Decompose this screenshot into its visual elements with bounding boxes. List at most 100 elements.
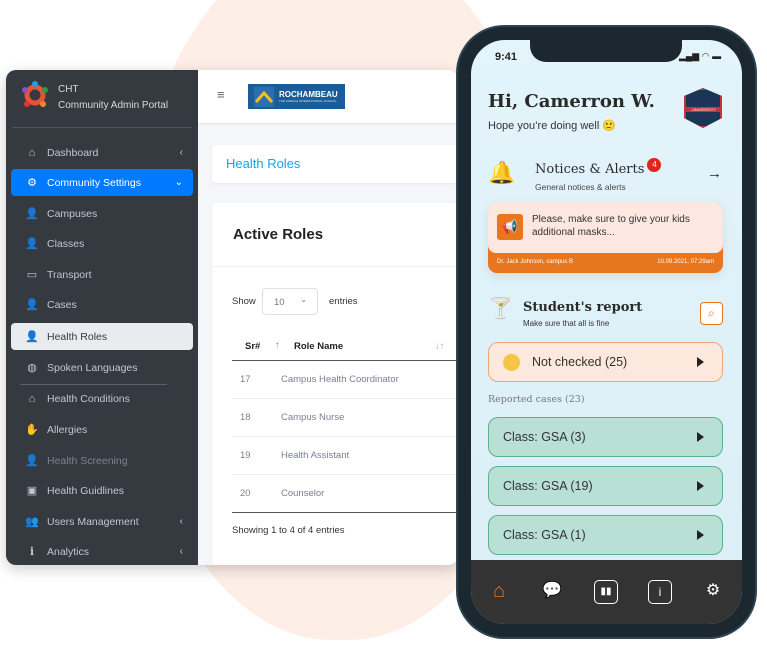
notices-title: Notices & Alerts [535,162,645,177]
megaphone-icon: 📢 [497,214,523,240]
cell-sr: 19 [240,450,251,461]
chevron-left-icon: ‹ [179,147,183,158]
chevron-down-icon: ⌄ [174,177,183,188]
user-gear-icon: 👤 [25,299,39,311]
label: Cases [47,298,77,311]
sidebar-item-analytics[interactable]: ℹ Analytics ‹ [11,538,193,565]
arrow-right-icon[interactable]: → [707,165,722,182]
notch [530,40,682,62]
sidebar-item-health-conditions[interactable]: ⌂ Health Conditions [11,385,193,412]
home-icon[interactable]: ⌂ [492,580,506,602]
label: Analytics [47,545,90,558]
cell-role-name: Health Assistant [281,450,350,461]
alert-date: 10.09.2021, 07:29am [657,259,714,265]
sidebar: CHT Community Admin Portal ⌂ Dashboard ‹ ⚙… [6,70,198,565]
phone-frame: 9:41 ▂▄▆ ◠ ▬ Hi, Camerron W. Hope you’re… [458,27,755,637]
sidebar-item-transport[interactable]: ▭ Transport [11,261,193,288]
brand-subtitle: Community Admin Portal [58,100,169,111]
report-subtitle: Make sure that all is fine [523,319,610,328]
case-item[interactable]: Class: GSA (19) [488,466,723,506]
sort-icon[interactable]: ↓↑ [435,341,445,352]
user-gear-icon: 👤 [25,238,39,250]
play-icon [697,357,704,367]
badge-text: UNIVERSITY [684,107,722,112]
users-gear-icon: 👥 [25,516,39,528]
notices-header: Notices & Alerts 4 [535,158,662,177]
home-icon: ⌂ [28,392,36,405]
table-row: 17 Campus Health Coordinator [232,361,458,399]
divider [212,266,458,267]
bell-icon: 🔔 [488,160,516,185]
alert-author: Dr. Jack Johnson, campus B [497,259,574,265]
sidebar-item-classes[interactable]: 👤 Classes [11,230,193,257]
cht-logo [20,80,50,110]
user-gear-icon: 👤 [25,331,39,343]
user-gear-icon: 👤 [25,208,39,220]
cell-sr: 17 [240,374,251,385]
not-checked-label: Not checked (25) [532,355,628,369]
sidebar-item-dashboard[interactable]: ⌂ Dashboard ‹ [11,139,193,166]
info-icon[interactable]: i [648,580,672,604]
sidebar-item-health-guidlines[interactable]: ▣ Health Guidlines [11,477,193,504]
page-title-card: Health Roles [212,145,458,183]
bus-icon: ▭ [26,269,38,281]
table-row: 20 Counselor [232,475,458,513]
label: Users Management [47,515,139,528]
settings-icon[interactable]: ⚙ [705,582,721,599]
divider [20,384,167,385]
label: Community Settings [47,176,141,189]
label: Health Screening [47,454,128,467]
card-title: Active Roles [233,226,324,243]
hamburger-menu-icon[interactable]: ≡ [217,87,225,102]
label: Transport [47,268,92,281]
cell-role-name: Counselor [281,488,325,499]
sidebar-item-health-roles[interactable]: 👤 Health Roles [11,323,193,350]
chart-icon[interactable]: ▮▮ [594,580,618,604]
sort-asc-icon[interactable]: ↑ [275,340,280,351]
play-icon [697,432,704,442]
cell-role-name: Campus Health Coordinator [281,374,399,385]
active-roles-card: Active Roles Show 10 ⌄ entries Sr# ↑ Role… [212,203,458,565]
table-row: 19 Health Assistant [232,437,458,475]
emoji-icon [503,353,520,371]
greeting: Hi, Camerron W. [488,91,655,112]
play-icon [697,530,704,540]
divider [12,127,192,128]
table-footer: Showing 1 to 4 of 4 entries [232,525,345,536]
home-icon: ⌂ [28,146,36,159]
sidebar-item-community-settings[interactable]: ⚙ Community Settings ⌄ [11,169,193,196]
subgreeting: Hope you’re doing well 🙂 [488,120,617,132]
logo-text: ROCHAMBEAU [279,90,338,99]
label: Allergies [47,423,88,436]
cell-role-name: Campus Nurse [281,412,345,423]
case-item[interactable]: Class: GSA (1) [488,515,723,555]
not-checked-button[interactable]: Not checked (25) [488,342,723,382]
globe-icon: ◍ [27,362,37,374]
alert-card[interactable]: 📢 Please, make sure to give your kids ad… [488,202,723,273]
alert-message: Please, make sure to give your kids addi… [532,214,690,238]
show-label: Show [232,296,256,307]
column-role-name[interactable]: Role Name [294,341,344,352]
label: Health Roles [47,330,108,343]
notices-count-badge: 4 [647,158,662,172]
case-item[interactable]: Class: GSA (3) [488,417,723,457]
brand-title: CHT [58,84,79,95]
report-title: Student's report [523,300,643,315]
entries-select[interactable]: 10 ⌄ [262,288,318,315]
label: Campuses [47,207,98,220]
sidebar-item-health-screening[interactable]: 👤 Health Screening [11,447,193,474]
sidebar-item-users-management[interactable]: 👥 Users Management ‹ [11,508,193,535]
logo-subtext: THE FRENCH INTERNATIONAL SCHOOL [279,99,337,103]
sidebar-item-cases[interactable]: 👤 Cases [11,291,193,318]
case-label: Class: GSA (1) [503,528,586,542]
sidebar-item-spoken-languages[interactable]: ◍ Spoken Languages [11,354,193,381]
chat-icon[interactable]: 💬 [542,582,562,599]
status-time: 9:41 [495,51,518,63]
entries-value: 10 [274,297,285,308]
column-sr[interactable]: Sr# [245,341,261,352]
label: Health Guidlines [47,484,125,497]
sidebar-item-campuses[interactable]: 👤 Campuses [11,200,193,227]
case-label: Class: GSA (19) [503,479,593,493]
sidebar-item-allergies[interactable]: ✋ Allergies [11,416,193,443]
search-button[interactable]: ⌕ [700,302,723,325]
